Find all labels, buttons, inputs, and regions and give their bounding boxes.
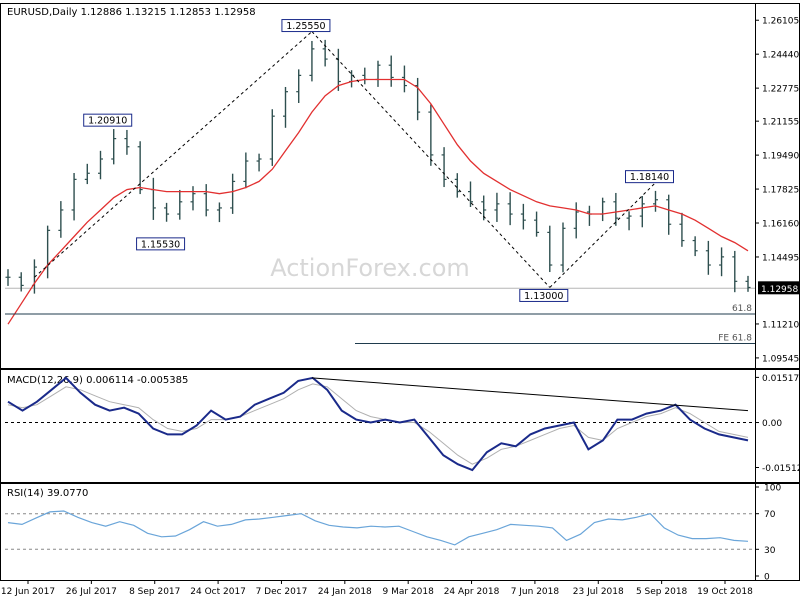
- pivot-label: 1.13000: [524, 291, 563, 302]
- price-panel-title: EURUSD,Daily 1.12886 1.13215 1.12853 1.1…: [7, 7, 256, 18]
- pivot-label: 1.15530: [141, 239, 180, 250]
- macd-signal-line: [7, 383, 749, 465]
- macd-main-line: [7, 376, 749, 472]
- macd-tick-label: -0.015126: [762, 464, 800, 474]
- date-tick-label: 9 Mar 2018: [383, 587, 435, 597]
- price-tick-label: 1.11210: [762, 320, 799, 330]
- price-tick-label: 1.24440: [762, 51, 799, 61]
- date-tick-label: 7 Jun 2018: [511, 587, 560, 597]
- rsi-line: [7, 510, 749, 546]
- price-tick-label: 1.16160: [762, 220, 799, 230]
- ma-line: [7, 78, 749, 325]
- pivot-label: 1.18140: [630, 172, 669, 183]
- pivot-label: 1.25550: [286, 21, 325, 32]
- macd-trendline: [311, 377, 749, 412]
- date-tick-label: 5 Sep 2018: [636, 587, 688, 597]
- panel-frame-1: [0, 369, 800, 483]
- price-tick-label: 1.09545: [762, 354, 799, 364]
- trendline: [549, 182, 656, 288]
- pivot-label-box: [519, 288, 569, 302]
- current-price-tag-bg: [758, 281, 800, 295]
- date-tick-label: 24 Apr 2018: [444, 587, 500, 597]
- price-trendlines: [34, 31, 656, 288]
- current-price-tag: 1.12958: [761, 285, 798, 295]
- rsi-tick-label: 30: [764, 546, 776, 556]
- macd-lines: [7, 376, 749, 472]
- pivot-labels: 1.20910 1.15530 1.25550 1.13000 1.18140: [83, 19, 674, 302]
- macd-axis: 0.015178 0.00 -0.015126: [5, 374, 800, 474]
- pivot-label-box: [281, 19, 331, 33]
- price-tick-label: 1.14495: [762, 253, 799, 263]
- rsi-panel-title: RSI(14) 39.0770: [7, 488, 88, 499]
- rsi-axis: 100 70 30 0: [5, 484, 781, 583]
- pivot-label-box: [136, 237, 186, 251]
- trendline: [311, 31, 551, 288]
- pivot-label-box: [83, 113, 133, 127]
- price-tick-label: 1.17825: [762, 186, 799, 196]
- macd-tick-label: 0.00: [762, 419, 782, 429]
- price-levels: 61.8 FE 61.8: [5, 304, 755, 345]
- pivot-label-box: [625, 170, 674, 184]
- price-tick-label: 1.26105: [762, 17, 799, 27]
- price-tick-label: 1.19490: [762, 152, 799, 162]
- date-tick-label: 23 Jul 2018: [573, 587, 624, 597]
- trendline: [34, 31, 313, 278]
- price-axis: 1.26105 1.24440 1.22775 1.21155 1.19490 1.178…: [5, 17, 800, 364]
- date-tick-label: 24 Oct 2017: [190, 587, 246, 597]
- rsi-line: [7, 510, 749, 546]
- date-tick-label: 8 Sep 2017: [129, 587, 180, 597]
- date-tick-label: 12 Jun 2017: [1, 587, 55, 597]
- level-label: 61.8: [732, 304, 752, 314]
- macd-tick-label: 0.015178: [762, 374, 800, 384]
- rsi-tick-label: 100: [764, 484, 781, 494]
- watermark: ActionForex.com: [270, 254, 470, 282]
- pivot-label: 1.20910: [88, 116, 127, 127]
- macd-panel-title: MACD(12,26,9) 0.006114 -0.005385: [7, 375, 188, 386]
- price-candles: [5, 39, 751, 294]
- rsi-tick-label: 0: [764, 573, 770, 583]
- date-tick-label: 7 Dec 2017: [256, 587, 308, 597]
- date-tick-label: 24 Jan 2018: [318, 587, 372, 597]
- date-tick-label: 26 Jul 2017: [66, 587, 117, 597]
- rsi-tick-label: 70: [764, 510, 776, 520]
- level-label: FE 61.8: [718, 334, 752, 344]
- moving-average: [7, 78, 749, 325]
- panel-frame-2: [0, 483, 800, 581]
- price-tick-label: 1.22775: [762, 85, 799, 95]
- date-axis: 12 Jun 2017 26 Jul 2017 8 Sep 2017 24 Oct 2…: [1, 580, 753, 597]
- date-tick-label: 19 Oct 2018: [697, 587, 753, 597]
- price-tick-label: 1.21155: [762, 118, 799, 128]
- panel-frames: [0, 3, 800, 581]
